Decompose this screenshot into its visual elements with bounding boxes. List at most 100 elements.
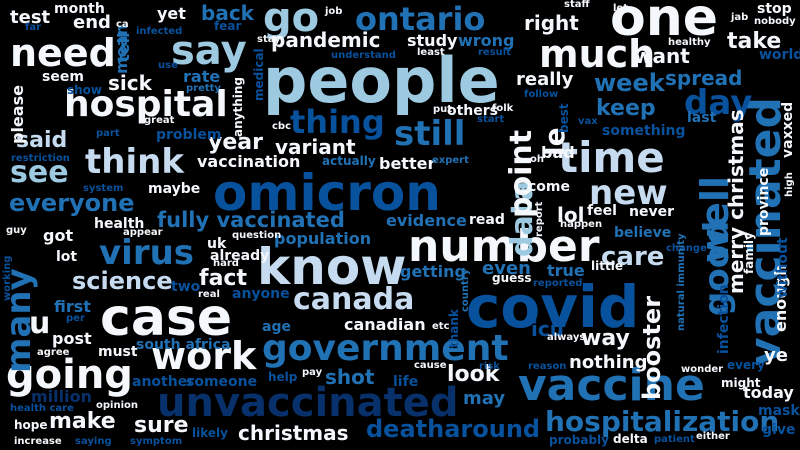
cloud-word: must — [98, 344, 138, 360]
cloud-word: go — [263, 0, 320, 41]
cloud-word: never — [629, 204, 674, 220]
cloud-word: best — [557, 103, 571, 133]
cloud-word: system — [83, 183, 124, 194]
cloud-word: someone — [186, 374, 258, 390]
cloud-word: vax — [578, 116, 598, 127]
cloud-word: delta — [613, 432, 648, 446]
cloud-word: variant — [275, 135, 356, 159]
cloud-word: please — [8, 85, 27, 144]
cloud-word: population — [274, 229, 372, 248]
cloud-word: end — [73, 12, 111, 33]
cloud-word: natural immunity — [676, 233, 687, 331]
cloud-word: ye — [764, 345, 788, 366]
cloud-word: hospital — [64, 84, 228, 125]
cloud-word: infection — [716, 284, 732, 354]
cloud-word: wrong — [458, 31, 515, 50]
cloud-word: symptom — [130, 436, 183, 447]
cloud-word: vaccine — [518, 360, 705, 411]
cloud-word: appear — [123, 227, 163, 238]
cloud-word: stop — [757, 1, 792, 17]
cloud-word: another — [132, 374, 195, 390]
cloud-word: ontario — [355, 0, 486, 38]
cloud-word: much — [539, 32, 656, 76]
cloud-word: lot — [56, 249, 78, 265]
cloud-word: said — [16, 128, 68, 153]
cloud-word: healthy — [668, 37, 711, 48]
cloud-word: risk — [479, 361, 500, 372]
cloud-word: increase — [14, 436, 62, 447]
cloud-word: life — [393, 374, 419, 390]
cloud-word: question — [232, 230, 282, 241]
cloud-word: take — [727, 29, 782, 54]
cloud-word: say — [171, 28, 247, 74]
cloud-word: people — [263, 44, 500, 117]
cloud-word: south africa — [136, 337, 231, 353]
cloud-word: make — [49, 409, 116, 434]
cloud-word: post — [52, 329, 92, 348]
cloud-word: jab — [731, 12, 749, 23]
cloud-word: canada — [293, 282, 415, 317]
cloud-word: test — [10, 7, 51, 28]
cloud-word: still — [394, 114, 466, 154]
cloud-word: actually — [322, 154, 376, 168]
cloud-word: problem — [156, 127, 222, 143]
cloud-word: show — [67, 83, 103, 97]
cloud-word: even — [482, 258, 531, 279]
cloud-word: way — [581, 326, 630, 351]
cloud-word: cause — [414, 360, 447, 371]
cloud-word: right — [524, 11, 579, 35]
cloud-word: icu — [531, 317, 564, 341]
cloud-word: sick — [108, 71, 152, 95]
cloud-word: without — [775, 237, 791, 298]
cloud-word: unvaccinated — [157, 380, 459, 426]
cloud-word: every — [727, 358, 765, 372]
cloud-word: point — [504, 129, 539, 218]
cloud-word: rate — [183, 67, 221, 86]
cloud-word: let — [613, 3, 628, 14]
cloud-word: time — [558, 133, 665, 182]
cloud-word: working — [2, 255, 13, 301]
cloud-word: infected — [136, 26, 183, 37]
cloud-word: evidence — [386, 211, 467, 230]
cloud-word: wonder — [681, 364, 724, 375]
cloud-word: one — [610, 0, 719, 48]
cloud-word: health care — [10, 403, 74, 414]
cloud-word: booster — [638, 295, 666, 400]
cloud-word: health — [94, 216, 145, 232]
cloud-word: etc — [432, 321, 450, 332]
cloud-word: per — [66, 313, 85, 324]
cloud-word: two — [171, 279, 201, 295]
cloud-word: reported — [533, 278, 583, 289]
cloud-word: may — [463, 388, 506, 409]
cloud-word: anyone — [232, 286, 290, 302]
cloud-word: better — [379, 154, 436, 173]
cloud-word: might — [721, 376, 761, 390]
cloud-word: others — [447, 103, 499, 119]
cloud-word: guy — [6, 225, 27, 236]
cloud-word: sure — [134, 413, 189, 438]
cloud-word: province — [756, 167, 772, 236]
cloud-word: week — [594, 69, 665, 97]
cloud-word: nothing — [569, 352, 648, 373]
cloud-word: million — [31, 387, 92, 406]
cloud-word: put — [433, 104, 453, 115]
cloud-word: guess — [492, 271, 532, 285]
cloud-word: care — [601, 242, 665, 272]
cloud-word: maybe — [148, 181, 201, 197]
cloud-word: understand — [331, 50, 396, 61]
cloud-word: hard — [213, 258, 239, 269]
cloud-word: medical — [252, 48, 266, 101]
cloud-word: great — [144, 115, 175, 126]
cloud-word: happen — [560, 219, 603, 230]
cloud-word: need — [10, 31, 116, 75]
cloud-word: result — [478, 47, 511, 58]
cloud-word: think — [85, 142, 184, 182]
cloud-word: age — [262, 319, 291, 335]
cloud-word: opinion — [96, 400, 138, 411]
cloud-word: know — [257, 238, 407, 296]
cloud-word: covid — [466, 273, 640, 341]
cloud-word: always — [547, 332, 586, 343]
cloud-word: probably — [549, 433, 609, 447]
cloud-word: day — [684, 83, 753, 123]
cloud-word: pay — [302, 367, 323, 378]
